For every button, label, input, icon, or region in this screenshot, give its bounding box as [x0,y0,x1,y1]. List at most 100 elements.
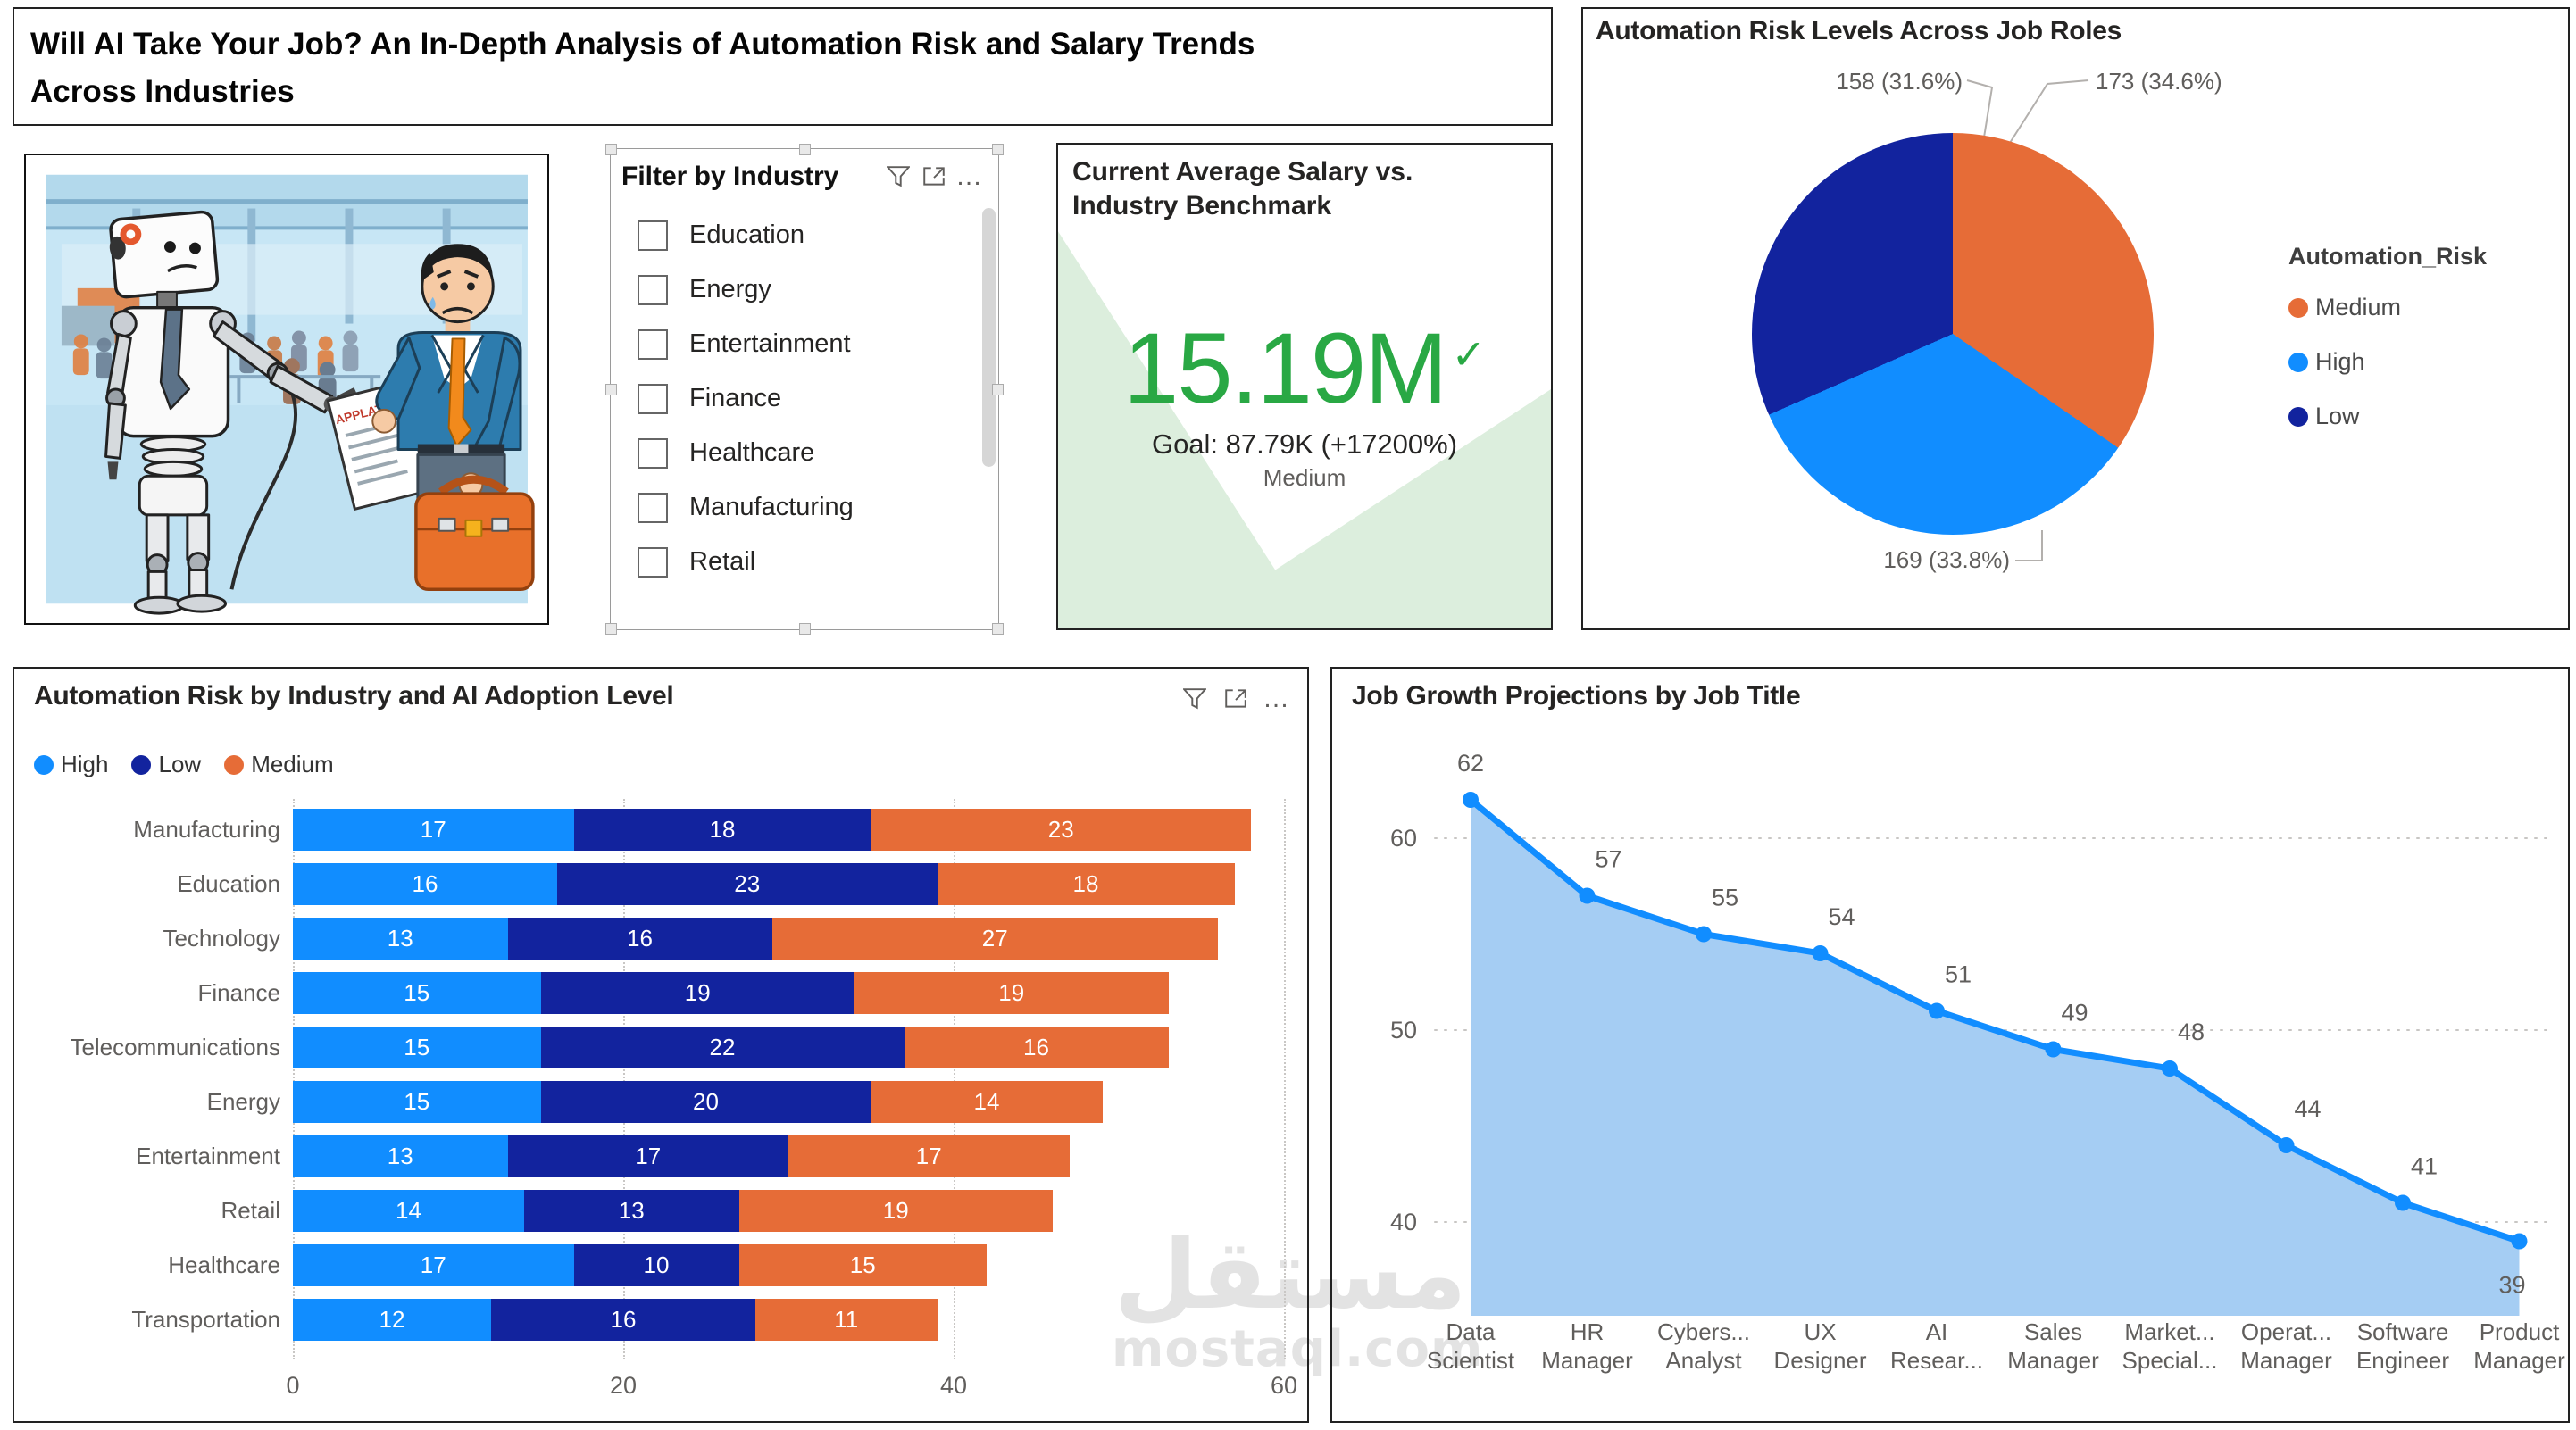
bar-value-label: 14 [396,1197,421,1224]
checkbox-healthcare[interactable] [638,437,668,469]
resize-handle[interactable] [992,144,1004,155]
bar-category-label: Entertainment [136,1143,280,1169]
page-title: Will AI Take Your Job? An In-Depth Analy… [14,9,1551,128]
filter-icon[interactable] [880,161,916,193]
slicer-item-retail[interactable]: Retail [611,535,977,589]
checkbox-energy[interactable] [638,274,668,305]
legend-item-medium[interactable]: Medium [2288,294,2487,321]
x-axis-label: Software Engineer [2356,1318,2449,1374]
x-axis-label: HR Manager [1541,1318,1633,1374]
bar-segment-high[interactable]: 15 [293,972,541,1014]
resize-handle[interactable] [605,144,617,155]
more-options-icon[interactable]: … [955,161,984,191]
data-point [2395,1194,2411,1211]
legend-item-high[interactable]: High [34,751,108,778]
bar-segment-medium[interactable]: 16 [904,1027,1169,1068]
bar-segment-low[interactable]: 13 [524,1190,739,1232]
bar-segment-medium[interactable]: 19 [854,972,1169,1014]
bar-segment-medium[interactable]: 14 [871,1081,1103,1123]
slicer-item-healthcare[interactable]: Healthcare [611,426,977,480]
bar-segment-low[interactable]: 16 [507,918,772,960]
slicer-scrollbar[interactable] [982,208,996,467]
filter-icon[interactable] [1177,683,1213,715]
slicer-item-entertainment[interactable]: Entertainment [611,317,977,371]
x-axis-label: Cybers... Analyst [1657,1318,1750,1374]
pie-chart-title: Automation Risk Levels Across Job Roles [1596,16,2122,46]
slicer-item-manufacturing[interactable]: Manufacturing [611,480,977,535]
bar-segment-medium[interactable]: 18 [937,863,1235,905]
legend-swatch [34,754,54,775]
legend-item-low[interactable]: Low [2288,403,2487,430]
data-point [2045,1041,2062,1058]
bar-segment-medium[interactable]: 23 [871,809,1251,851]
bar-segment-high[interactable]: 15 [293,1081,541,1123]
checkbox-manufacturing[interactable] [638,492,668,523]
legend-item-medium[interactable]: Medium [224,751,334,778]
slicer-item-label: Manufacturing [689,493,854,521]
bar-segment-high[interactable]: 17 [293,1244,574,1286]
bar-value-label: 18 [709,816,736,843]
checkbox-finance[interactable] [638,383,668,414]
slicer-item-education[interactable]: Education [611,208,977,262]
bar-segment-high[interactable]: 15 [293,1027,541,1068]
more-options-icon[interactable]: … [1263,684,1291,713]
checkbox-retail[interactable] [638,546,668,578]
slicer-item-energy[interactable]: Energy [611,262,977,317]
line-chart[interactable]: 60 50 40 62 57 55 54 51 49 48 44 41 39 Data Scientist H… [1332,669,2568,1421]
bar-segments: 15 20 14 [293,1081,1103,1123]
bar-segment-medium[interactable]: 15 [738,1244,987,1286]
bar-segment-medium[interactable]: 19 [738,1190,1053,1232]
bar-segment-low[interactable]: 19 [540,972,854,1014]
checkbox-education[interactable] [638,220,668,251]
bar-category-label: Energy [206,1088,280,1115]
focus-mode-icon[interactable] [916,161,952,193]
resize-handle[interactable] [992,384,1004,395]
bar-segment-high[interactable]: 17 [293,809,574,851]
legend-item-low[interactable]: Low [131,751,201,778]
bar-segment-medium[interactable]: 27 [771,918,1218,960]
bar-segment-high[interactable]: 12 [293,1299,491,1341]
focus-mode-icon[interactable] [1218,683,1254,715]
kpi-value-row: 15.19M ✓ [1058,311,1551,426]
resize-handle[interactable] [799,623,811,635]
bar-row-technology: Technology 13 16 27 [23,918,1300,960]
y-axis-label: 40 [1390,1209,1417,1235]
bar-segment-low[interactable]: 23 [557,863,938,905]
bar-segment-low[interactable]: 22 [540,1027,905,1068]
bar-segment-low[interactable]: 18 [573,809,871,851]
pie-chart[interactable] [1752,133,2154,535]
x-axis-label: Data Scientist [1427,1318,1515,1374]
bar-value-label: 16 [1023,1034,1049,1060]
slicer-item-label: Retail [689,547,756,576]
data-label: 54 [1828,903,1855,930]
slicer-item-label: Education [689,220,804,249]
bar-segment-high[interactable]: 14 [293,1190,524,1232]
bar-segment-low[interactable]: 20 [540,1081,871,1123]
bar-gridline [293,799,295,1359]
bar-segment-medium[interactable]: 17 [788,1135,1070,1177]
bar-segment-low[interactable]: 16 [491,1299,755,1341]
resize-handle[interactable] [799,144,811,155]
bar-segment-high[interactable]: 16 [293,863,557,905]
checkbox-entertainment[interactable] [638,328,668,360]
bar-chart-title: Automation Risk by Industry and AI Adopt… [34,681,674,711]
legend-item-high[interactable]: High [2288,348,2487,376]
bar-segment-high[interactable]: 13 [293,918,508,960]
bar-segment-low[interactable]: 10 [573,1244,739,1286]
industry-slicer[interactable]: Filter by Industry … Education Energy Ente… [605,144,1004,635]
bar-segments: 16 23 18 [293,863,1235,905]
bar-legend: High Low Medium [34,751,334,778]
slicer-item-finance[interactable]: Finance [611,371,977,426]
resize-handle[interactable] [605,384,617,395]
bar-category-label: Telecommunications [70,1034,280,1060]
bar-segment-medium[interactable]: 11 [755,1299,938,1341]
resize-handle[interactable] [605,623,617,635]
resize-handle[interactable] [992,623,1004,635]
area-fill [1471,800,2520,1316]
bar-segment-low[interactable]: 17 [507,1135,788,1177]
bar-x-tick: 20 [609,1372,638,1399]
bar-segment-high[interactable]: 13 [293,1135,508,1177]
data-point [1579,887,1596,904]
y-axis-label: 50 [1390,1017,1417,1043]
